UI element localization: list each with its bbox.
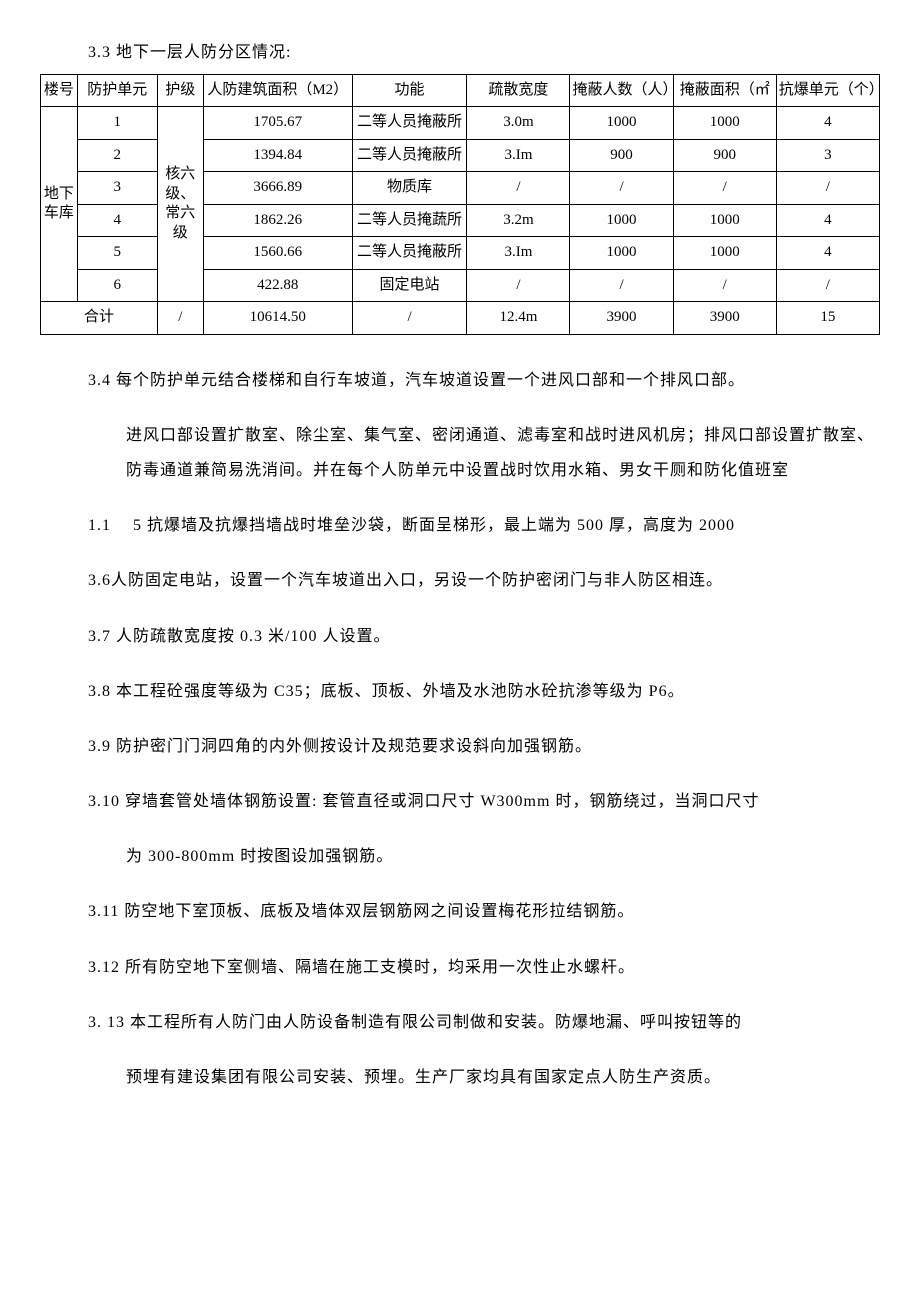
th-people: 掩蔽人数（人） — [570, 74, 673, 107]
cell: 3.0m — [467, 107, 570, 140]
paragraph-list: 3.4 每个防护单元结合楼梯和自行车坡道，汽车坡道设置一个进风口部和一个排风口部… — [40, 363, 880, 1096]
cell: 4 — [77, 204, 157, 237]
cell-total-label: 合计 — [41, 302, 158, 335]
th-evac: 疏散宽度 — [467, 74, 570, 107]
cell: / — [467, 269, 570, 302]
cell: / — [157, 302, 203, 335]
cell: / — [570, 269, 673, 302]
th-function: 功能 — [352, 74, 467, 107]
cell: 6 — [77, 269, 157, 302]
cell: 1705.67 — [203, 107, 352, 140]
para-3-5: 1.1 5 抗爆墙及抗爆挡墙战时堆垒沙袋，断面呈梯形，最上端为 500 厚，高度… — [88, 508, 880, 543]
cell: 5 — [77, 237, 157, 270]
cell: 900 — [673, 139, 776, 172]
cell: 1862.26 — [203, 204, 352, 237]
cell: 二等人员掩蔬所 — [352, 204, 467, 237]
table-header-row: 楼号 防护单元 护级 人防建筑面积（M2） 功能 疏散宽度 掩蔽人数（人） 掩蔽… — [41, 74, 880, 107]
para-3-10-cont: 为 300-800mm 时按图设加强钢筋。 — [126, 839, 880, 874]
cell-building: 地下车库 — [41, 107, 78, 302]
cell: / — [673, 269, 776, 302]
table-row: 地下车库 1 核六级、常六级 1705.67 二等人员掩蔽所 3.0m 1000… — [41, 107, 880, 140]
th-area2: 掩蔽面积（㎡ — [673, 74, 776, 107]
cell: 二等人员掩蔽所 — [352, 107, 467, 140]
cell: 4 — [776, 204, 879, 237]
para-3-4-cont: 进风口部设置扩散室、除尘室、集气室、密闭通道、滤毒室和战时进风机房；排风口部设置… — [126, 418, 880, 488]
cell: 1 — [77, 107, 157, 140]
cell: 1000 — [570, 237, 673, 270]
cell: 4 — [776, 107, 879, 140]
cell: 10614.50 — [203, 302, 352, 335]
para-3-7: 3.7 人防疏散宽度按 0.3 米/100 人设置。 — [88, 619, 880, 654]
para-3-11: 3.11 防空地下室顶板、底板及墙体双层钢筋网之间设置梅花形拉结钢筋。 — [88, 894, 880, 929]
para-3-8: 3.8 本工程砼强度等级为 C35；底板、顶板、外墙及水池防水砼抗渗等级为 P6… — [88, 674, 880, 709]
para-3-9: 3.9 防护密门门洞四角的内外侧按设计及规范要求设斜向加强钢筋。 — [88, 729, 880, 764]
para-3-4: 3.4 每个防护单元结合楼梯和自行车坡道，汽车坡道设置一个进风口部和一个排风口部… — [88, 363, 880, 398]
cell: 物质库 — [352, 172, 467, 205]
cell: 二等人员掩蔽所 — [352, 139, 467, 172]
cell: 3.Im — [467, 237, 570, 270]
para-3-12: 3.12 所有防空地下室侧墙、隔墙在施工支模时，均采用一次性止水螺杆。 — [88, 950, 880, 985]
th-blast: 抗爆单元（个） — [776, 74, 879, 107]
cell: 3 — [77, 172, 157, 205]
zoning-table: 楼号 防护单元 护级 人防建筑面积（M2） 功能 疏散宽度 掩蔽人数（人） 掩蔽… — [40, 74, 880, 335]
th-level: 护级 — [157, 74, 203, 107]
cell: 900 — [570, 139, 673, 172]
cell: / — [467, 172, 570, 205]
th-building: 楼号 — [41, 74, 78, 107]
table-total-row: 合计 / 10614.50 / 12.4m 3900 3900 15 — [41, 302, 880, 335]
cell-level: 核六级、常六级 — [157, 107, 203, 302]
cell: 3 — [776, 139, 879, 172]
section-heading: 3.3 地下一层人防分区情况: — [88, 40, 880, 66]
cell: 1560.66 — [203, 237, 352, 270]
para-3-13: 3. 13 本工程所有人防门由人防设备制造有限公司制做和安装。防爆地漏、呼叫按钮… — [88, 1005, 880, 1040]
cell: 3.2m — [467, 204, 570, 237]
cell: 1000 — [673, 237, 776, 270]
cell: 1000 — [673, 204, 776, 237]
para-3-10: 3.10 穿墙套管处墙体钢筋设置: 套管直径或洞口尺寸 W300mm 时，钢筋绕… — [88, 784, 880, 819]
cell: / — [776, 269, 879, 302]
cell: / — [570, 172, 673, 205]
cell: 2 — [77, 139, 157, 172]
cell: 1394.84 — [203, 139, 352, 172]
cell: 3.Im — [467, 139, 570, 172]
cell: 1000 — [570, 204, 673, 237]
th-unit: 防护单元 — [77, 74, 157, 107]
cell: 1000 — [570, 107, 673, 140]
th-area: 人防建筑面积（M2） — [203, 74, 352, 107]
cell: 12.4m — [467, 302, 570, 335]
cell: 固定电站 — [352, 269, 467, 302]
cell: 3900 — [673, 302, 776, 335]
cell: / — [673, 172, 776, 205]
cell: 3900 — [570, 302, 673, 335]
cell: / — [352, 302, 467, 335]
cell: 3666.89 — [203, 172, 352, 205]
cell: 二等人员掩蔽所 — [352, 237, 467, 270]
cell: 4 — [776, 237, 879, 270]
para-3-6: 3.6人防固定电站，设置一个汽车坡道出入口，另设一个防护密闭门与非人防区相连。 — [88, 563, 880, 598]
cell: 1000 — [673, 107, 776, 140]
cell: 422.88 — [203, 269, 352, 302]
para-3-13-cont: 预埋有建设集团有限公司安装、预埋。生产厂家均具有国家定点人防生产资质。 — [126, 1060, 880, 1095]
cell: / — [776, 172, 879, 205]
cell: 15 — [776, 302, 879, 335]
